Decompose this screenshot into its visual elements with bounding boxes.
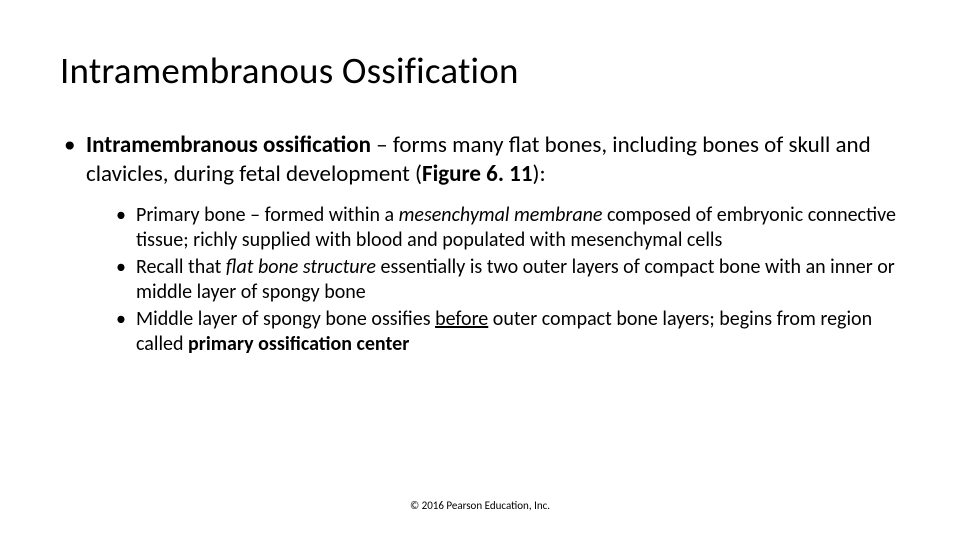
text: Middle layer of spongy bone ossifies xyxy=(136,307,435,331)
text-bold: Figure 6. 11 xyxy=(422,160,532,188)
text-italic: mesenchymal membrane xyxy=(399,203,603,227)
bullet-level2: • Middle layer of spongy bone ossifies b… xyxy=(60,307,900,357)
bullet-level2: • Recall that flat bone structure essent… xyxy=(60,255,900,305)
bullet-marker: • xyxy=(116,307,136,357)
text-bold: primary ossification center xyxy=(188,332,409,356)
text: ): xyxy=(533,160,546,188)
bullet-content: Primary bone – formed within a mesenchym… xyxy=(136,203,900,253)
bullet-level1: • Intramembranous ossification – forms m… xyxy=(60,131,900,189)
bullet-content: Middle layer of spongy bone ossifies bef… xyxy=(136,307,900,357)
text-bold: Intramembranous ossification xyxy=(86,131,371,159)
bullet-level2: • Primary bone – formed within a mesench… xyxy=(60,203,900,253)
bullet-marker: • xyxy=(116,203,136,253)
text-italic: flat bone structure xyxy=(226,255,376,279)
slide-title: Intramembranous Ossification xyxy=(60,48,900,93)
bullet-marker: • xyxy=(64,131,86,189)
text: Primary bone – formed within a xyxy=(136,203,399,227)
bullet-marker: • xyxy=(116,255,136,305)
slide: Intramembranous Ossification • Intramemb… xyxy=(0,0,960,540)
text-underline: before xyxy=(435,307,488,331)
text: Recall that xyxy=(136,255,226,279)
bullet-content: Intramembranous ossification – forms man… xyxy=(86,131,900,189)
copyright-footer: © 2016 Pearson Education, Inc. xyxy=(0,499,960,512)
bullet-content: Recall that flat bone structure essentia… xyxy=(136,255,900,305)
